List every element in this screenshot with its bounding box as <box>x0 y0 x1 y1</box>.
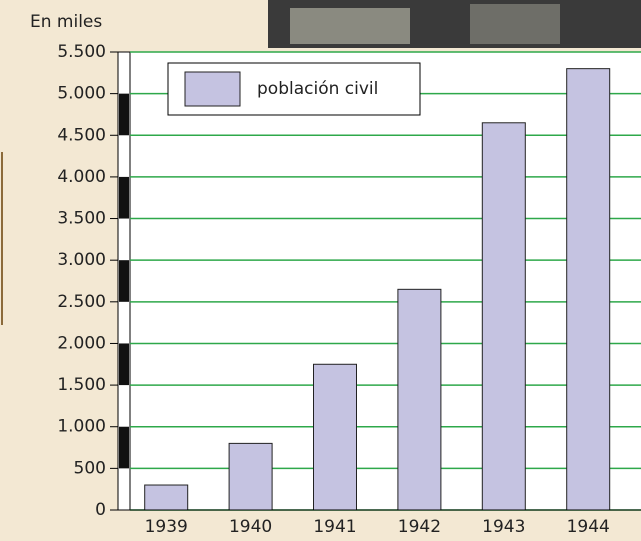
bar <box>145 485 188 510</box>
plot-area <box>130 52 641 510</box>
x-tick-label: 1944 <box>567 517 610 537</box>
x-tick-label: 1941 <box>313 517 356 537</box>
page: En miles 0 500 1.000 1.500 2.000 2.500 3.000 3.… <box>0 0 641 541</box>
y-tick-label: 2.500 <box>57 292 106 312</box>
chart: En miles 0 500 1.000 1.500 2.000 2.500 3.000 3.… <box>0 0 641 541</box>
y-tick-label: 2.000 <box>57 333 106 353</box>
axis-stripe <box>119 343 129 385</box>
y-tick-label: 1.500 <box>57 375 106 395</box>
axis-stripe <box>119 427 129 469</box>
bar <box>482 123 525 510</box>
axis-stripe <box>119 177 129 219</box>
bar <box>314 364 357 510</box>
photo-detail <box>470 4 560 44</box>
legend-swatch <box>185 72 240 106</box>
y-tick-label: 3.000 <box>57 250 106 270</box>
bar <box>567 69 610 510</box>
axis-stripe <box>119 94 129 136</box>
x-tick-label: 1940 <box>229 517 272 537</box>
y-tick-label: 5.000 <box>57 84 106 104</box>
y-tick-label: 5.500 <box>57 42 106 62</box>
y-tick-label: 0 <box>95 500 106 520</box>
axis-stripe <box>119 260 129 302</box>
y-tick-label: 1.000 <box>57 417 106 437</box>
y-tick-label: 3.500 <box>57 209 106 229</box>
y-tick-label: 4.000 <box>57 167 106 187</box>
x-tick-label: 1939 <box>145 517 188 537</box>
bar <box>398 289 441 510</box>
y-tick-label: 4.500 <box>57 125 106 145</box>
legend-label: población civil <box>257 79 378 99</box>
x-tick-label: 1943 <box>482 517 525 537</box>
y-axis-label: En miles <box>30 12 102 32</box>
y-tick-label: 500 <box>74 458 106 478</box>
bar <box>229 443 272 510</box>
photo-detail <box>290 8 410 44</box>
x-tick-label: 1942 <box>398 517 441 537</box>
